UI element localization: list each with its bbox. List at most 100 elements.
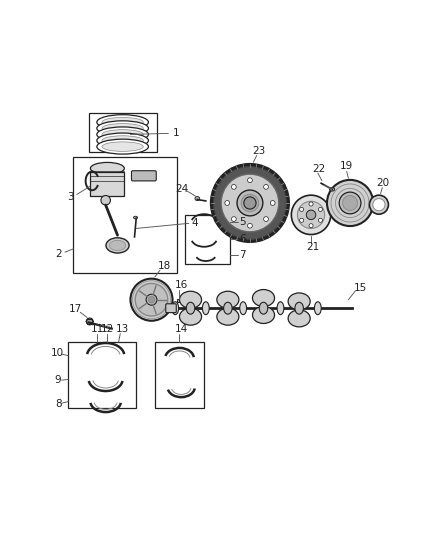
Ellipse shape (110, 240, 126, 251)
Ellipse shape (314, 302, 321, 314)
FancyBboxPatch shape (166, 304, 176, 313)
Text: 11: 11 (91, 324, 104, 334)
Circle shape (318, 207, 322, 212)
Text: 15: 15 (353, 283, 367, 293)
Circle shape (309, 224, 313, 228)
Ellipse shape (97, 133, 148, 148)
Circle shape (146, 294, 157, 305)
Circle shape (131, 279, 173, 321)
Ellipse shape (97, 121, 148, 136)
Circle shape (132, 281, 170, 319)
Text: 12: 12 (101, 324, 114, 334)
Circle shape (373, 199, 385, 211)
Text: 10: 10 (51, 349, 64, 358)
Ellipse shape (97, 115, 148, 130)
Circle shape (211, 164, 289, 242)
Text: 6: 6 (239, 233, 246, 244)
FancyBboxPatch shape (131, 171, 156, 181)
Ellipse shape (217, 291, 239, 308)
Ellipse shape (288, 293, 310, 310)
Ellipse shape (195, 197, 200, 200)
Circle shape (241, 194, 259, 212)
Text: 8: 8 (55, 399, 61, 409)
Circle shape (231, 184, 236, 189)
Ellipse shape (97, 127, 148, 142)
Circle shape (297, 201, 325, 229)
Circle shape (264, 184, 268, 189)
Circle shape (339, 192, 361, 214)
Text: 16: 16 (174, 280, 187, 290)
FancyBboxPatch shape (177, 298, 182, 302)
Ellipse shape (102, 142, 143, 151)
Ellipse shape (106, 238, 129, 253)
Ellipse shape (90, 163, 124, 174)
Text: 14: 14 (175, 324, 188, 334)
Circle shape (306, 210, 316, 220)
Bar (68, 342, 136, 408)
Text: 9: 9 (55, 375, 61, 385)
Text: 4: 4 (192, 219, 198, 228)
Text: 3: 3 (67, 192, 73, 202)
Ellipse shape (102, 136, 143, 146)
Ellipse shape (102, 130, 143, 139)
Ellipse shape (252, 306, 275, 324)
Ellipse shape (172, 302, 179, 314)
Ellipse shape (252, 289, 275, 306)
Ellipse shape (224, 302, 232, 314)
Circle shape (237, 190, 263, 216)
Text: 21: 21 (306, 243, 319, 253)
Ellipse shape (288, 310, 310, 327)
Circle shape (148, 296, 155, 303)
Bar (74, 157, 177, 272)
Circle shape (214, 167, 286, 239)
Circle shape (369, 195, 389, 214)
Ellipse shape (240, 302, 247, 314)
Circle shape (135, 284, 168, 316)
Circle shape (86, 318, 93, 325)
Ellipse shape (217, 308, 239, 325)
Ellipse shape (180, 308, 201, 325)
Circle shape (300, 218, 304, 222)
Circle shape (327, 180, 373, 226)
Circle shape (300, 207, 304, 212)
Ellipse shape (180, 291, 201, 308)
Circle shape (309, 202, 313, 206)
Text: 20: 20 (376, 178, 389, 188)
Circle shape (264, 217, 268, 221)
Text: 5: 5 (239, 217, 246, 227)
Text: 1: 1 (173, 128, 179, 138)
Text: 24: 24 (175, 184, 189, 193)
Ellipse shape (202, 302, 209, 314)
Text: 22: 22 (312, 164, 325, 174)
Circle shape (318, 218, 322, 222)
Ellipse shape (134, 216, 138, 219)
Text: 7: 7 (239, 249, 246, 260)
Ellipse shape (97, 139, 148, 154)
Bar (155, 342, 204, 408)
Ellipse shape (277, 302, 284, 314)
Text: 19: 19 (340, 161, 353, 171)
Ellipse shape (102, 117, 143, 127)
Bar (185, 215, 230, 264)
Circle shape (231, 217, 236, 221)
Text: 17: 17 (69, 304, 82, 314)
Circle shape (225, 200, 230, 205)
Circle shape (221, 174, 279, 232)
Ellipse shape (186, 302, 195, 314)
Ellipse shape (102, 124, 143, 133)
Ellipse shape (295, 302, 304, 314)
Text: 23: 23 (252, 146, 265, 156)
Bar (88, 113, 157, 152)
Circle shape (247, 178, 252, 183)
Ellipse shape (259, 302, 268, 314)
Text: 2: 2 (55, 249, 61, 259)
Circle shape (343, 196, 357, 211)
Ellipse shape (329, 188, 335, 191)
Text: 13: 13 (116, 324, 129, 334)
FancyBboxPatch shape (90, 172, 124, 196)
Circle shape (244, 197, 256, 209)
Circle shape (247, 223, 252, 228)
Circle shape (270, 200, 275, 205)
Circle shape (291, 195, 331, 235)
Text: 18: 18 (158, 261, 171, 271)
